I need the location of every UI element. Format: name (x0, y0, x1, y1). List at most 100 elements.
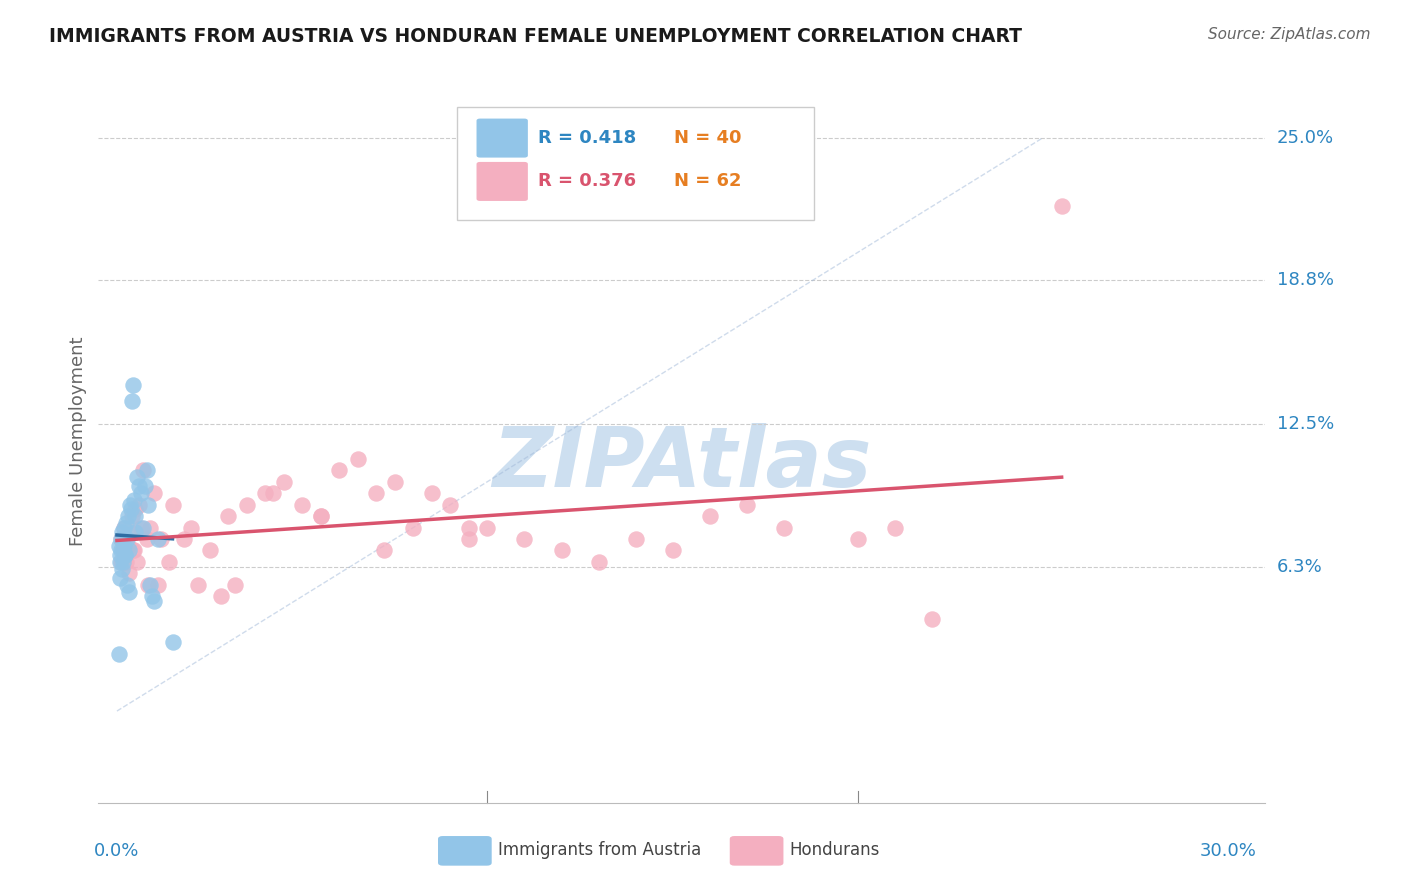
Point (111, 525, 134, 540)
Text: R = 0.418: R = 0.418 (538, 129, 637, 147)
Point (108, 647, 131, 661)
Point (135, 532, 157, 546)
Point (254, 486, 277, 500)
Point (373, 543, 395, 558)
Point (127, 470, 149, 484)
Point (118, 566, 141, 581)
Point (114, 548, 136, 562)
Text: 12.5%: 12.5% (1277, 416, 1334, 434)
Point (162, 498, 184, 512)
Text: 18.8%: 18.8% (1277, 271, 1333, 289)
Point (122, 493, 145, 508)
FancyBboxPatch shape (477, 119, 527, 158)
Point (115, 578, 138, 592)
Point (291, 498, 314, 512)
Text: 30.0%: 30.0% (1199, 842, 1257, 860)
Point (114, 532, 136, 546)
Point (143, 486, 166, 500)
Text: Source: ZipAtlas.com: Source: ZipAtlas.com (1208, 27, 1371, 42)
Point (124, 509, 146, 524)
Point (134, 479, 156, 493)
FancyBboxPatch shape (477, 162, 527, 201)
Point (117, 539, 139, 553)
Point (110, 555, 132, 569)
Point (124, 525, 146, 540)
Point (139, 520, 162, 534)
Point (884, 520, 907, 534)
Point (146, 578, 169, 592)
Point (112, 520, 135, 534)
Point (135, 463, 157, 477)
Point (588, 555, 610, 569)
Point (198, 543, 221, 558)
Text: 6.3%: 6.3% (1277, 558, 1322, 575)
Point (110, 532, 132, 546)
Point (173, 532, 195, 546)
Point (224, 578, 246, 592)
Point (118, 525, 141, 540)
Point (157, 555, 180, 569)
Point (127, 555, 149, 569)
Point (107, 539, 129, 553)
Point (402, 520, 425, 534)
Point (108, 555, 131, 569)
Y-axis label: Female Unemployment: Female Unemployment (69, 337, 87, 546)
Point (846, 532, 869, 546)
Point (112, 539, 135, 553)
Point (115, 516, 138, 530)
Point (120, 502, 142, 516)
Point (138, 578, 160, 592)
Point (457, 532, 479, 546)
Point (129, 486, 152, 500)
Point (108, 548, 131, 562)
Point (661, 543, 683, 558)
Text: IMMIGRANTS FROM AUSTRIA VS HONDURAN FEMALE UNEMPLOYMENT CORRELATION CHART: IMMIGRANTS FROM AUSTRIA VS HONDURAN FEMA… (49, 27, 1022, 45)
Point (699, 509, 721, 524)
Text: ZIPAtlas: ZIPAtlas (492, 423, 872, 504)
Text: Hondurans: Hondurans (789, 841, 880, 859)
Point (115, 555, 138, 569)
Point (121, 378, 143, 392)
Point (366, 486, 388, 500)
Point (112, 520, 135, 534)
Point (217, 509, 239, 524)
Point (384, 475, 406, 489)
Point (121, 543, 143, 558)
Point (143, 594, 166, 608)
Point (624, 532, 647, 546)
Text: 0.0%: 0.0% (94, 842, 139, 860)
Point (117, 532, 139, 546)
Text: R = 0.376: R = 0.376 (538, 172, 637, 190)
Point (111, 562, 134, 576)
Point (138, 498, 160, 512)
Point (146, 532, 169, 546)
Point (117, 509, 139, 524)
Point (420, 486, 443, 500)
Point (112, 543, 135, 558)
Point (550, 543, 572, 558)
Point (1050, 199, 1073, 213)
Point (139, 578, 162, 592)
Point (309, 509, 332, 524)
Point (439, 498, 461, 512)
Point (273, 475, 295, 489)
Point (187, 578, 209, 592)
Point (128, 498, 150, 512)
Point (118, 543, 141, 558)
Point (772, 520, 794, 534)
Point (110, 571, 132, 585)
Point (328, 463, 350, 477)
Point (110, 543, 132, 558)
Point (110, 532, 132, 546)
Point (132, 520, 155, 534)
Text: N = 62: N = 62 (673, 172, 741, 190)
FancyBboxPatch shape (730, 836, 783, 865)
Point (346, 451, 368, 466)
Point (128, 479, 150, 493)
Point (209, 590, 232, 604)
Point (513, 532, 536, 546)
Point (124, 502, 146, 516)
Point (132, 463, 155, 477)
Point (180, 520, 202, 534)
Point (150, 532, 173, 546)
